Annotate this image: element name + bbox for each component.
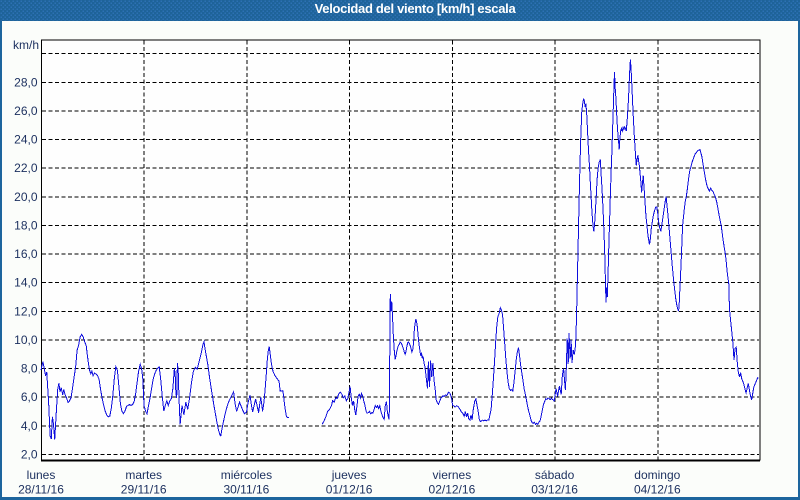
svg-text:29/11/16: 29/11/16	[121, 483, 167, 497]
svg-text:18,0: 18,0	[14, 218, 38, 232]
svg-text:01/12/16: 01/12/16	[326, 483, 373, 497]
svg-text:12,0: 12,0	[14, 304, 38, 318]
svg-text:28/11/16: 28/11/16	[18, 483, 64, 497]
svg-text:jueves: jueves	[331, 468, 367, 482]
svg-text:lunes: lunes	[27, 468, 56, 482]
svg-text:4,0: 4,0	[21, 419, 38, 433]
svg-text:sábado: sábado	[535, 468, 575, 482]
svg-text:martes: martes	[125, 468, 162, 482]
svg-text:domingo: domingo	[634, 468, 680, 482]
svg-text:10,0: 10,0	[14, 333, 38, 347]
svg-text:28,0: 28,0	[14, 75, 38, 89]
svg-text:2,0: 2,0	[21, 447, 38, 461]
svg-text:20,0: 20,0	[14, 190, 38, 204]
svg-text:8,0: 8,0	[21, 362, 38, 376]
svg-text:16,0: 16,0	[14, 247, 38, 261]
svg-text:30/11/16: 30/11/16	[223, 483, 269, 497]
svg-text:miércoles: miércoles	[221, 468, 272, 482]
svg-text:viernes: viernes	[433, 468, 472, 482]
svg-text:26,0: 26,0	[14, 104, 38, 118]
svg-text:22,0: 22,0	[14, 161, 38, 175]
svg-text:02/12/16: 02/12/16	[429, 483, 476, 497]
svg-text:km/h: km/h	[13, 38, 39, 52]
svg-text:14,0: 14,0	[14, 276, 38, 290]
svg-text:04/12/16: 04/12/16	[634, 483, 681, 497]
svg-text:03/12/16: 03/12/16	[531, 483, 578, 497]
svg-text:24,0: 24,0	[14, 133, 38, 147]
svg-text:6,0: 6,0	[21, 390, 38, 404]
